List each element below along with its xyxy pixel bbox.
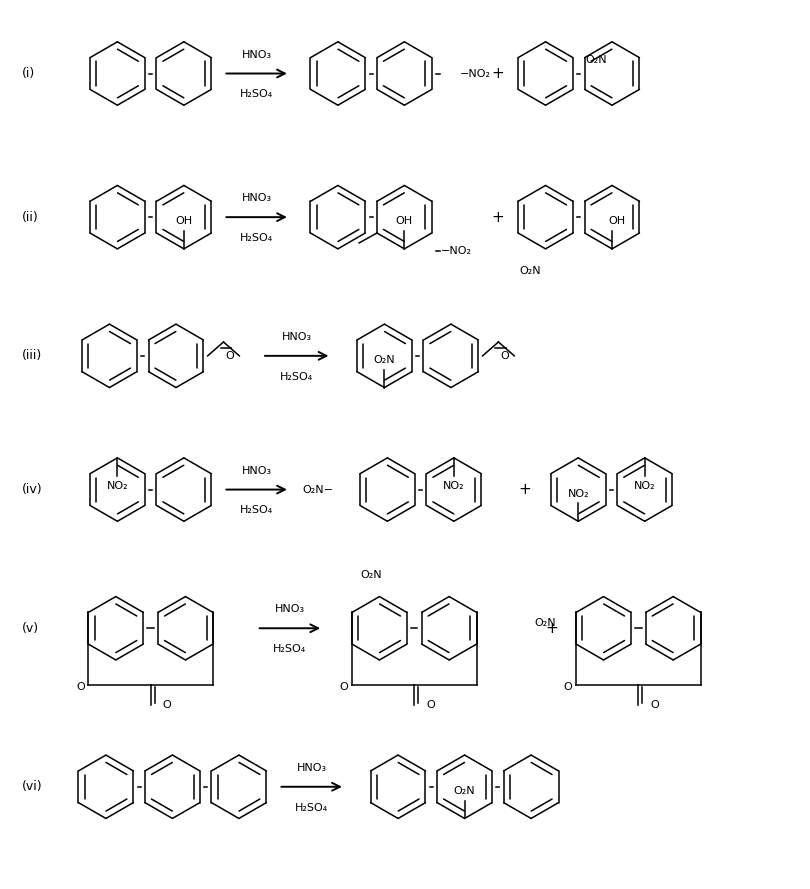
Text: NO₂: NO₂ [443,481,465,491]
Text: HNO₃: HNO₃ [241,466,271,476]
Text: −NO₂: −NO₂ [441,246,472,256]
Text: O₂N: O₂N [586,54,607,65]
Text: O: O [163,701,171,710]
Text: HNO₃: HNO₃ [241,193,271,204]
Text: (iii): (iii) [22,349,42,363]
Text: (ii): (ii) [22,211,39,224]
Text: +: + [491,210,504,225]
Text: O₂N: O₂N [373,355,395,364]
Text: NO₂: NO₂ [634,481,655,491]
Text: NO₂: NO₂ [107,481,128,491]
Text: NO₂: NO₂ [567,489,589,499]
Text: +: + [546,621,558,636]
Text: O₂N: O₂N [454,786,475,796]
Text: O: O [500,351,509,361]
Text: (vi): (vi) [22,781,43,793]
Text: H₂SO₄: H₂SO₄ [295,803,328,813]
Text: O₂N: O₂N [360,570,382,580]
Text: +: + [518,482,531,497]
Text: OH: OH [175,216,193,226]
Text: (iv): (iv) [22,483,43,496]
Text: O₂N−: O₂N− [303,485,334,494]
Text: (i): (i) [22,67,35,80]
Text: O: O [650,701,659,710]
Text: HNO₃: HNO₃ [275,605,305,614]
Text: H₂SO₄: H₂SO₄ [240,506,273,516]
Text: O₂N: O₂N [535,619,556,629]
Text: HNO₃: HNO₃ [296,763,326,773]
Text: H₂SO₄: H₂SO₄ [280,372,313,381]
Text: OH: OH [396,216,413,226]
Text: −NO₂: −NO₂ [460,68,491,78]
Text: O: O [76,682,85,693]
Text: O: O [225,351,234,361]
Text: HNO₃: HNO₃ [282,332,312,342]
Text: HNO₃: HNO₃ [241,50,271,60]
Text: H₂SO₄: H₂SO₄ [240,90,273,100]
Text: H₂SO₄: H₂SO₄ [240,233,273,243]
Text: O: O [339,682,348,693]
Text: O: O [564,682,573,693]
Text: O₂N: O₂N [519,266,540,276]
Text: OH: OH [608,216,625,226]
Text: O: O [426,701,435,710]
Text: (v): (v) [22,621,39,635]
Text: +: + [491,66,504,81]
Text: H₂SO₄: H₂SO₄ [273,645,306,654]
